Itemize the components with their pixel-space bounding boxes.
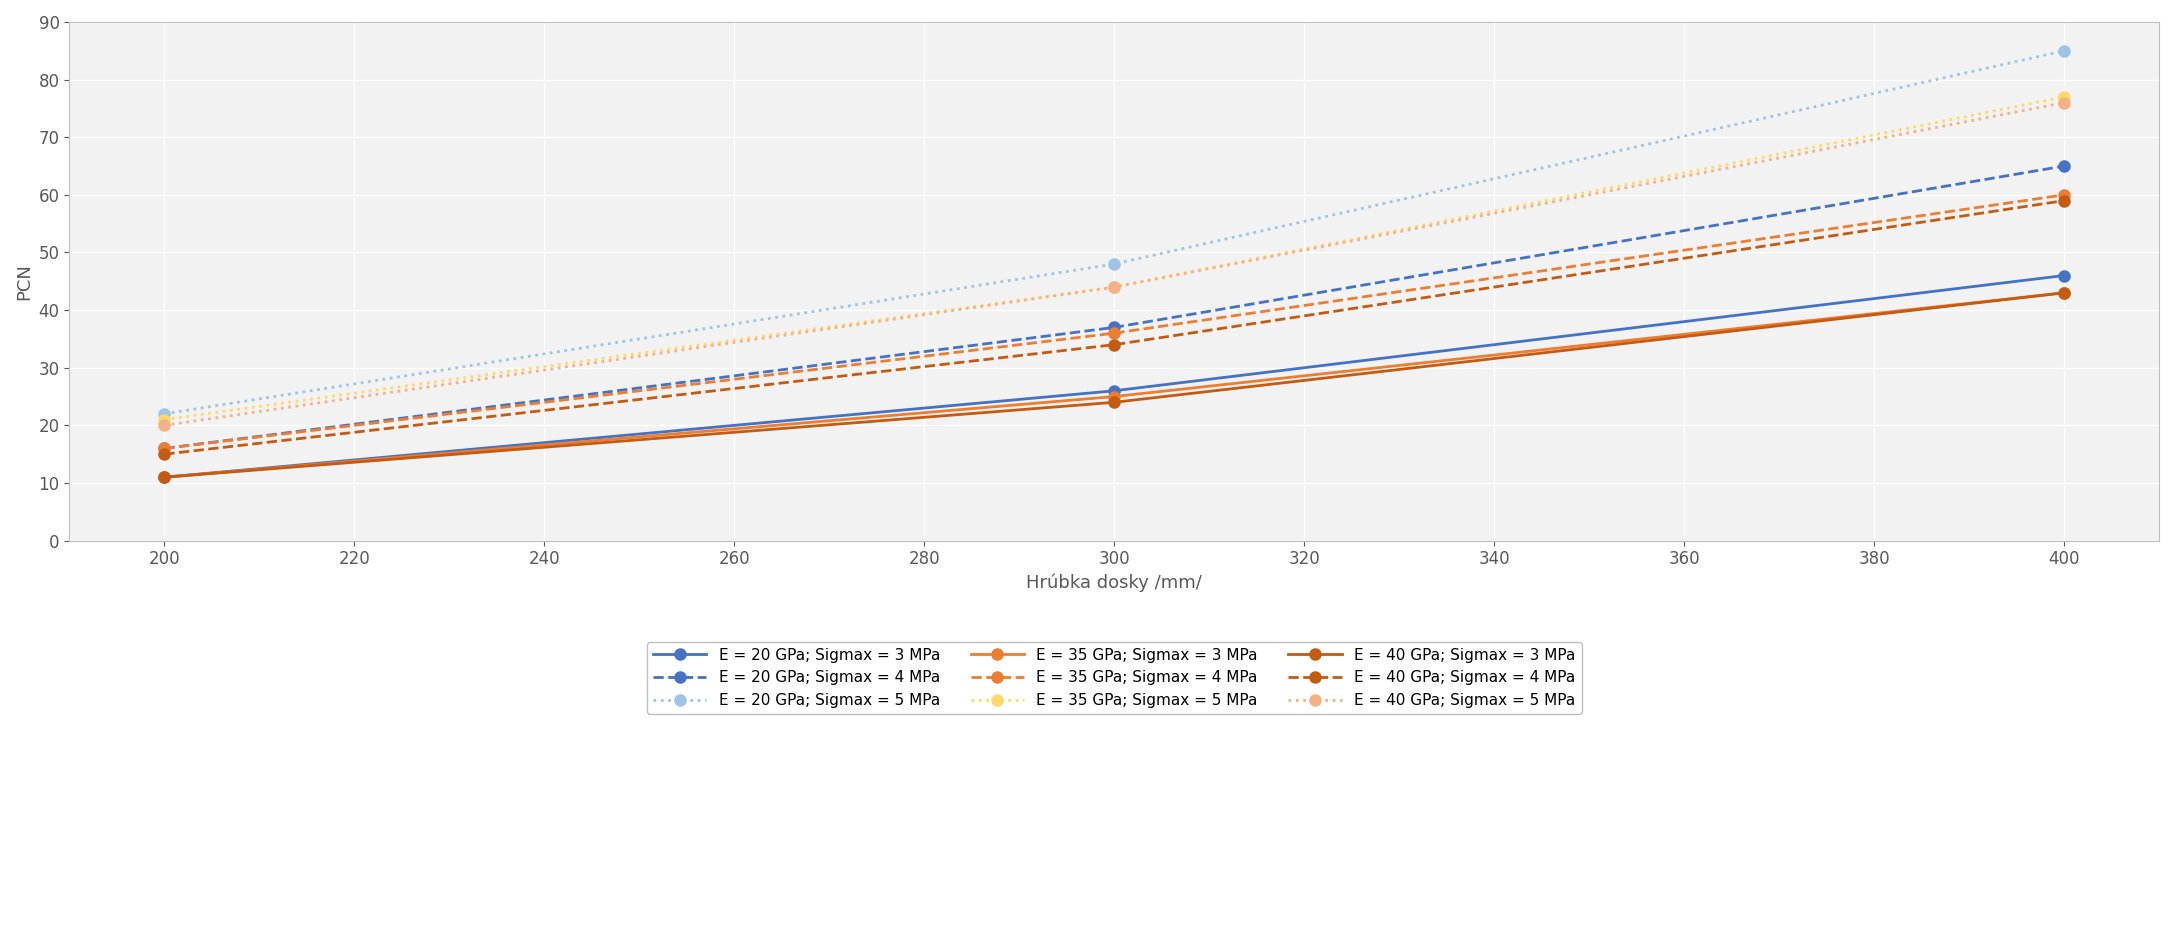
E = 20 GPa; Sigmax = 4 MPa <box>1102 322 1128 333</box>
E = 35 GPa; Sigmax = 5 MPa <box>1102 282 1128 293</box>
Legend: E = 20 GPa; Sigmax = 3 MPa, E = 20 GPa; Sigmax = 4 MPa, E = 20 GPa; Sigmax = 5 M: E = 20 GPa; Sigmax = 3 MPa, E = 20 GPa; … <box>648 642 1580 714</box>
E = 35 GPa; Sigmax = 5 MPa <box>2050 91 2076 103</box>
E = 20 GPa; Sigmax = 3 MPa <box>2050 270 2076 281</box>
E = 20 GPa; Sigmax = 5 MPa <box>1102 258 1128 270</box>
Line: E = 20 GPa; Sigmax = 5 MPa: E = 20 GPa; Sigmax = 5 MPa <box>159 46 2070 420</box>
Line: E = 35 GPa; Sigmax = 5 MPa: E = 35 GPa; Sigmax = 5 MPa <box>159 91 2070 425</box>
E = 40 GPa; Sigmax = 5 MPa <box>1102 282 1128 293</box>
E = 35 GPa; Sigmax = 3 MPa <box>152 471 178 482</box>
Line: E = 35 GPa; Sigmax = 3 MPa: E = 35 GPa; Sigmax = 3 MPa <box>159 287 2070 482</box>
E = 20 GPa; Sigmax = 3 MPa <box>152 471 178 482</box>
E = 35 GPa; Sigmax = 3 MPa <box>1102 391 1128 402</box>
E = 40 GPa; Sigmax = 4 MPa <box>2050 195 2076 206</box>
Y-axis label: PCN: PCN <box>15 263 33 299</box>
E = 40 GPa; Sigmax = 4 MPa <box>152 449 178 460</box>
E = 40 GPa; Sigmax = 3 MPa <box>152 471 178 482</box>
E = 20 GPa; Sigmax = 3 MPa <box>1102 385 1128 397</box>
Line: E = 40 GPa; Sigmax = 5 MPa: E = 40 GPa; Sigmax = 5 MPa <box>159 97 2070 431</box>
Line: E = 20 GPa; Sigmax = 3 MPa: E = 20 GPa; Sigmax = 3 MPa <box>159 270 2070 482</box>
E = 35 GPa; Sigmax = 4 MPa <box>152 443 178 454</box>
E = 20 GPa; Sigmax = 5 MPa <box>2050 45 2076 56</box>
E = 35 GPa; Sigmax = 5 MPa <box>152 414 178 425</box>
E = 40 GPa; Sigmax = 5 MPa <box>152 420 178 431</box>
E = 35 GPa; Sigmax = 4 MPa <box>2050 189 2076 201</box>
E = 40 GPa; Sigmax = 3 MPa <box>2050 287 2076 299</box>
E = 20 GPa; Sigmax = 4 MPa <box>2050 160 2076 172</box>
E = 40 GPa; Sigmax = 4 MPa <box>1102 339 1128 350</box>
E = 35 GPa; Sigmax = 4 MPa <box>1102 327 1128 339</box>
X-axis label: Hrúbka dosky /mm/: Hrúbka dosky /mm/ <box>1026 574 1202 592</box>
Line: E = 40 GPa; Sigmax = 4 MPa: E = 40 GPa; Sigmax = 4 MPa <box>159 195 2070 460</box>
E = 40 GPa; Sigmax = 5 MPa <box>2050 97 2076 108</box>
E = 20 GPa; Sigmax = 4 MPa <box>152 443 178 454</box>
E = 40 GPa; Sigmax = 3 MPa <box>1102 397 1128 408</box>
E = 35 GPa; Sigmax = 3 MPa <box>2050 287 2076 299</box>
Line: E = 40 GPa; Sigmax = 3 MPa: E = 40 GPa; Sigmax = 3 MPa <box>159 287 2070 482</box>
E = 20 GPa; Sigmax = 5 MPa <box>152 409 178 420</box>
Line: E = 20 GPa; Sigmax = 4 MPa: E = 20 GPa; Sigmax = 4 MPa <box>159 160 2070 454</box>
Line: E = 35 GPa; Sigmax = 4 MPa: E = 35 GPa; Sigmax = 4 MPa <box>159 189 2070 454</box>
